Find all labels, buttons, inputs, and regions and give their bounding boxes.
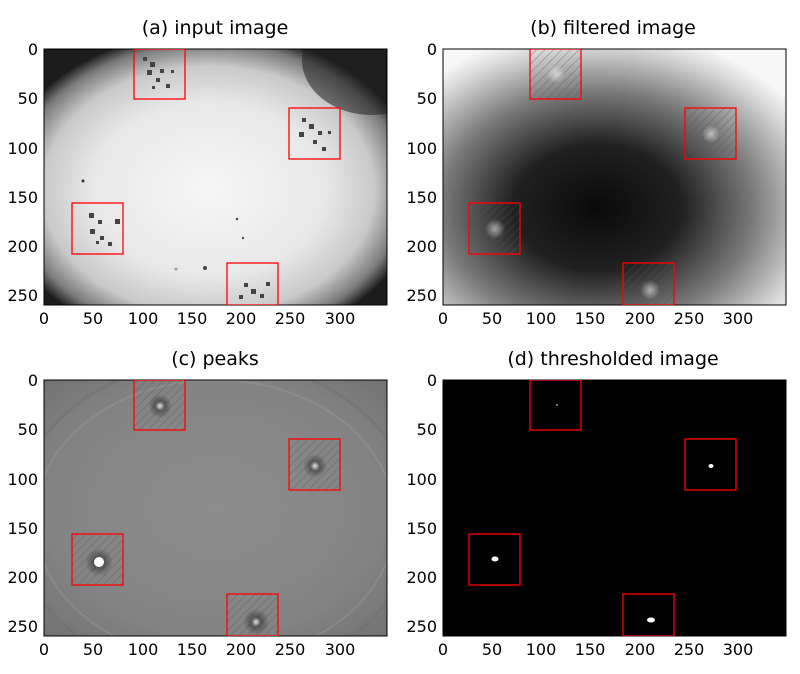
svg-text:150: 150 xyxy=(177,309,208,328)
svg-text:200: 200 xyxy=(406,237,437,256)
panel-d: (d) thresholded image 0 50 100 150 200 2… xyxy=(406,348,787,659)
svg-text:0: 0 xyxy=(438,640,448,659)
panel-c-title: (c) peaks xyxy=(171,348,259,370)
svg-text:0: 0 xyxy=(438,309,448,328)
box-2 xyxy=(288,438,341,491)
box-1 xyxy=(529,380,582,431)
panel-b-x-ticks: 0 50 100 150 200 250 300 xyxy=(438,309,753,328)
svg-text:100: 100 xyxy=(526,309,557,328)
svg-text:250: 250 xyxy=(275,640,306,659)
panel-b-title: (b) filtered image xyxy=(530,17,696,39)
svg-text:200: 200 xyxy=(226,309,257,328)
svg-text:250: 250 xyxy=(7,286,38,305)
svg-text:200: 200 xyxy=(7,568,38,587)
box-4 xyxy=(622,262,675,305)
svg-text:50: 50 xyxy=(83,640,103,659)
svg-text:200: 200 xyxy=(625,640,656,659)
panel-d-image xyxy=(443,380,786,636)
panel-d-frame xyxy=(442,379,787,637)
svg-text:0: 0 xyxy=(427,40,437,59)
svg-text:250: 250 xyxy=(7,617,38,636)
panel-c-frame xyxy=(43,379,388,637)
panel-a-x-ticks: 0 50 100 150 200 250 300 xyxy=(39,309,355,328)
panel-a: (a) input image xyxy=(7,17,388,328)
svg-text:50: 50 xyxy=(83,309,103,328)
svg-text:0: 0 xyxy=(28,371,38,390)
svg-text:100: 100 xyxy=(128,640,159,659)
panel-c-y-ticks: 0 50 100 150 200 250 xyxy=(7,371,38,636)
svg-text:150: 150 xyxy=(575,309,606,328)
panel-d-x-ticks: 0 50 100 150 200 250 300 xyxy=(438,640,753,659)
svg-text:0: 0 xyxy=(39,640,49,659)
panel-c-x-ticks: 0 50 100 150 200 250 300 xyxy=(39,640,355,659)
svg-text:150: 150 xyxy=(575,640,606,659)
svg-text:100: 100 xyxy=(526,640,557,659)
panel-c: (c) peaks 0 50 100 xyxy=(7,348,388,659)
box-3 xyxy=(71,202,124,255)
box-2 xyxy=(288,107,341,160)
svg-text:150: 150 xyxy=(7,519,38,538)
svg-text:0: 0 xyxy=(427,371,437,390)
svg-text:50: 50 xyxy=(18,89,38,108)
box-4 xyxy=(226,593,279,636)
box-2 xyxy=(684,438,737,491)
svg-text:100: 100 xyxy=(128,309,159,328)
box-3 xyxy=(71,533,124,586)
svg-text:0: 0 xyxy=(28,40,38,59)
svg-text:300: 300 xyxy=(325,309,356,328)
panel-b-y-ticks: 0 50 100 150 200 250 xyxy=(406,40,437,305)
svg-text:250: 250 xyxy=(674,309,705,328)
svg-text:150: 150 xyxy=(406,188,437,207)
svg-text:150: 150 xyxy=(7,188,38,207)
svg-text:200: 200 xyxy=(7,237,38,256)
svg-text:250: 250 xyxy=(406,617,437,636)
svg-text:50: 50 xyxy=(18,420,38,439)
svg-text:300: 300 xyxy=(723,309,754,328)
svg-text:50: 50 xyxy=(482,309,502,328)
svg-text:100: 100 xyxy=(7,470,38,489)
box-4 xyxy=(226,262,279,305)
panel-c-image xyxy=(44,380,387,636)
svg-text:50: 50 xyxy=(417,420,437,439)
svg-text:50: 50 xyxy=(482,640,502,659)
panel-d-title: (d) thresholded image xyxy=(507,348,718,370)
panel-a-y-ticks: 0 50 100 150 200 250 xyxy=(7,40,38,305)
box-1 xyxy=(529,49,582,100)
svg-text:250: 250 xyxy=(674,640,705,659)
panel-a-image xyxy=(44,49,387,305)
svg-text:250: 250 xyxy=(275,309,306,328)
svg-text:100: 100 xyxy=(406,139,437,158)
svg-text:250: 250 xyxy=(406,286,437,305)
svg-text:0: 0 xyxy=(39,309,49,328)
svg-text:300: 300 xyxy=(325,640,356,659)
svg-text:150: 150 xyxy=(406,519,437,538)
panel-a-frame xyxy=(43,48,388,306)
panel-b: (b) filtered image 0 50 100 150 200 250 xyxy=(406,17,787,328)
panel-b-image xyxy=(443,49,786,305)
box-1 xyxy=(133,49,186,100)
svg-text:200: 200 xyxy=(226,640,257,659)
box-3 xyxy=(468,533,521,586)
svg-text:100: 100 xyxy=(406,470,437,489)
svg-text:200: 200 xyxy=(625,309,656,328)
svg-text:200: 200 xyxy=(406,568,437,587)
box-1 xyxy=(133,380,186,431)
box-3 xyxy=(468,202,521,255)
svg-text:300: 300 xyxy=(723,640,754,659)
box-4 xyxy=(622,593,675,636)
panel-b-frame xyxy=(442,48,787,306)
box-2 xyxy=(684,107,737,160)
panel-d-y-ticks: 0 50 100 150 200 250 xyxy=(406,371,437,636)
svg-text:100: 100 xyxy=(7,139,38,158)
svg-text:150: 150 xyxy=(177,640,208,659)
svg-text:50: 50 xyxy=(417,89,437,108)
panel-a-title: (a) input image xyxy=(142,17,289,39)
